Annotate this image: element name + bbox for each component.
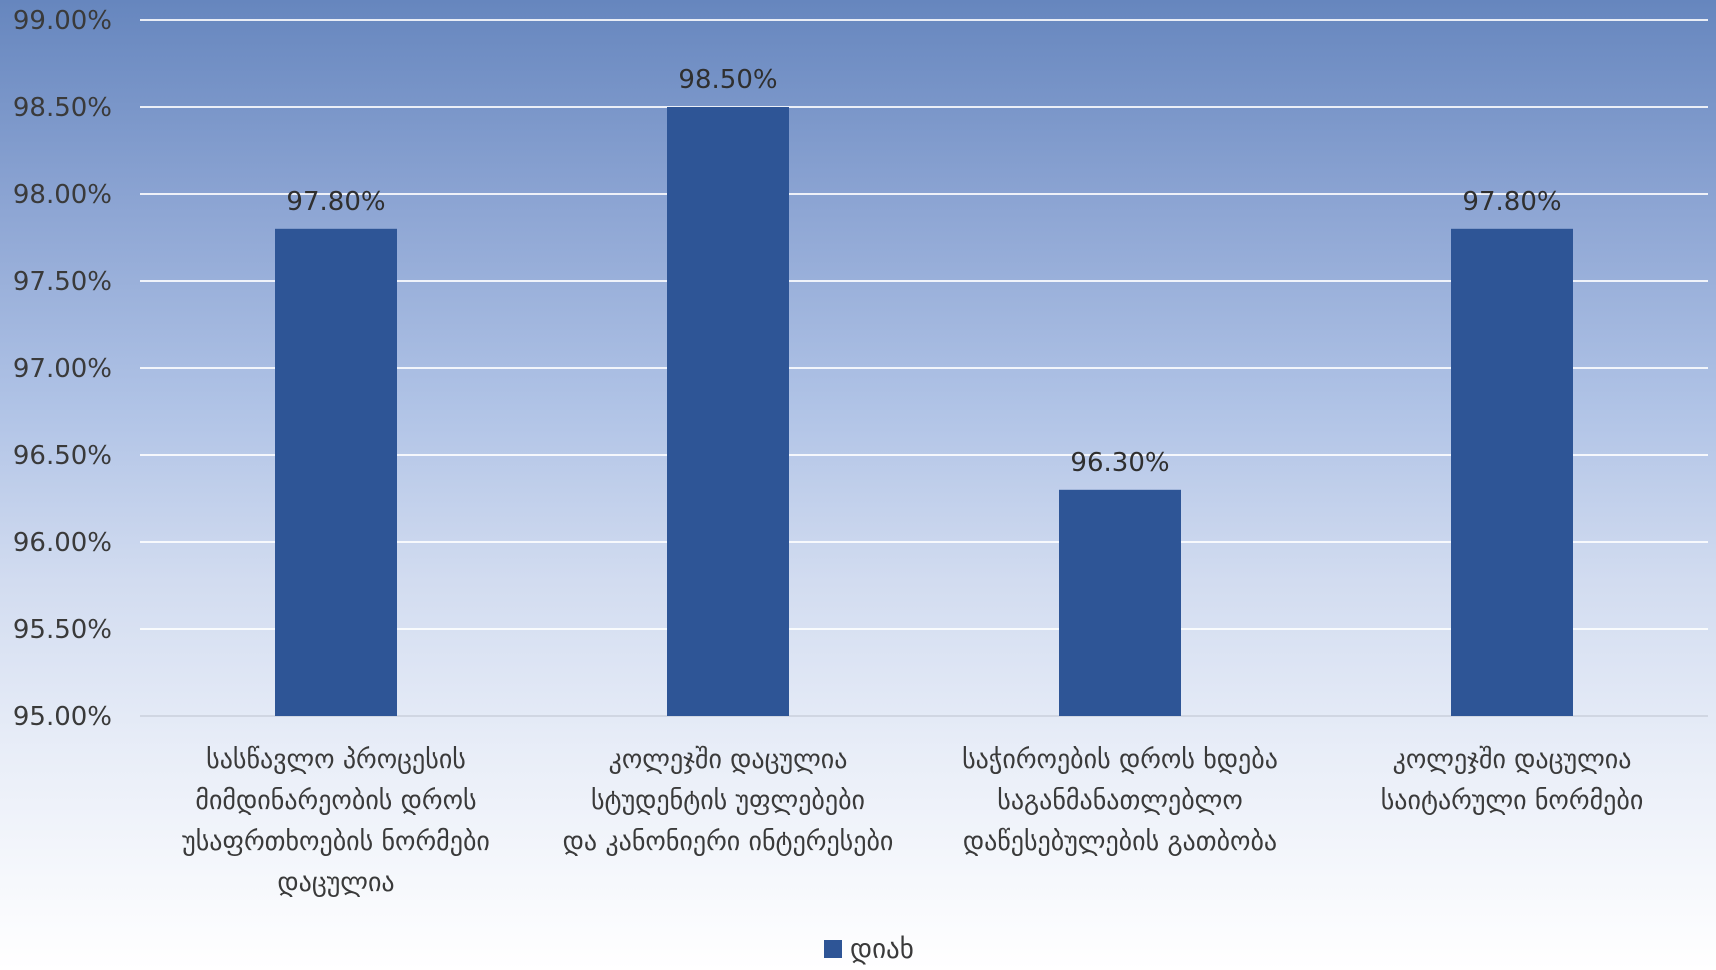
x-category-label-line: მიმდინარეობის დროს xyxy=(195,786,476,816)
x-category-label-line: დაწესებულების გათბობა xyxy=(963,827,1277,857)
data-label: 97.80% xyxy=(1462,187,1561,217)
x-category-label: საჭიროების დროს ხდება საგანმანათლებლო დაწე… xyxy=(962,745,1278,857)
x-category-label-line: კოლეჯში დაცულია xyxy=(609,745,848,775)
bars xyxy=(275,107,1573,717)
data-label: 97.80% xyxy=(286,187,385,217)
bar xyxy=(667,107,789,716)
x-category-label-line: სასწავლო პროცესის xyxy=(206,745,466,775)
bar xyxy=(275,228,397,717)
y-tick-label: 96.00% xyxy=(13,528,112,558)
x-category-label-line: უსაფრთხოების ნორმები xyxy=(182,827,490,857)
y-tick-label: 97.50% xyxy=(13,267,112,297)
x-category-label-line: და კანონიერი ინტერესები xyxy=(563,827,894,857)
y-tick-label: 96.50% xyxy=(13,441,112,471)
bar xyxy=(1451,228,1573,717)
gridlines xyxy=(140,19,1708,717)
x-category-label-line: სტუდენტის უფლებები xyxy=(591,786,865,816)
y-tick-label: 95.00% xyxy=(13,702,112,732)
y-tick-label: 95.50% xyxy=(13,615,112,645)
x-category-label-line: დაცულია xyxy=(277,868,394,898)
data-label: 96.30% xyxy=(1070,448,1169,478)
y-tick-label: 99.00% xyxy=(13,6,112,36)
y-axis-ticks: 95.00% 95.50% 96.00% 96.50% 97.00% 97.50% 98.0… xyxy=(13,6,112,732)
y-tick-label: 98.50% xyxy=(13,93,112,123)
data-labels: 97.80% 98.50% 96.30% 97.80% xyxy=(286,65,1561,478)
x-category-label: კოლეჯში დაცულია საიტარული ნორმები xyxy=(1381,745,1644,816)
x-category-label: სასწავლო პროცესის მიმდინარეობის დროს უსაფრ… xyxy=(182,745,490,898)
x-category-label-line: საჭიროების დროს ხდება xyxy=(962,745,1278,775)
x-axis-categories: სასწავლო პროცესის მიმდინარეობის დროს უსაფრ… xyxy=(182,745,1643,898)
x-category-label-line: საიტარული ნორმები xyxy=(1381,786,1644,816)
x-category-label-line: კოლეჯში დაცულია xyxy=(1393,745,1632,775)
data-label: 98.50% xyxy=(678,65,777,95)
bar xyxy=(1059,489,1181,716)
y-tick-label: 98.00% xyxy=(13,180,112,210)
y-tick-label: 97.00% xyxy=(13,354,112,384)
x-category-label-line: საგანმანათლებლო xyxy=(997,786,1243,816)
legend-swatch xyxy=(824,940,842,958)
legend: დიახ xyxy=(824,934,914,965)
legend-label: დიახ xyxy=(850,934,914,965)
x-category-label: კოლეჯში დაცულია სტუდენტის უფლებები და კანო… xyxy=(563,745,894,857)
